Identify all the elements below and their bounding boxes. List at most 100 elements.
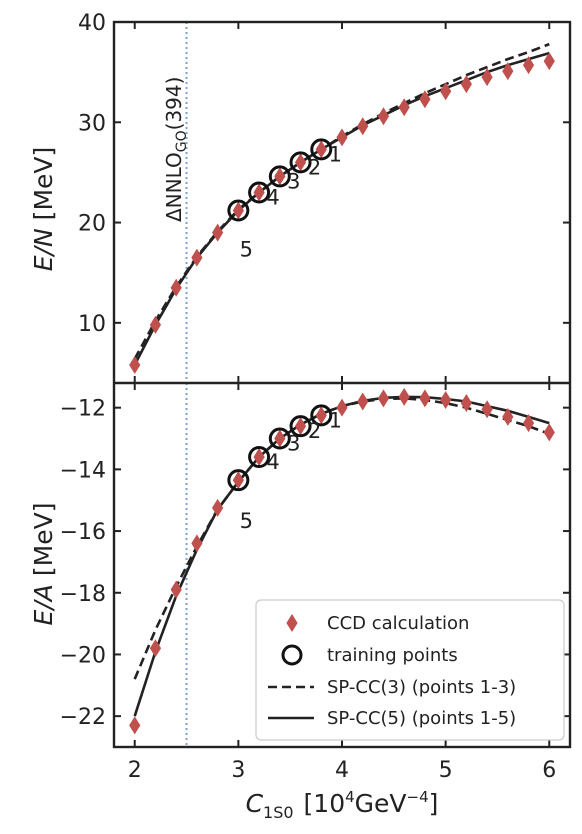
x-tick-label: 6 [542,758,556,783]
vline-label-main: ΔNNLO [162,152,186,222]
training-point-label: 1 [329,408,342,432]
ccd-point [170,580,182,599]
legend-training-label: training points [327,645,458,666]
bottom-y-tick-label: −22 [60,705,106,730]
training-point [289,151,312,174]
top-y-title-var: E/N [29,228,58,271]
ccd-point [129,355,141,374]
bottom-y-tick-label: −16 [60,520,106,545]
ccd-point [502,407,514,426]
x-tick-label: 4 [335,758,349,783]
ccd-point [336,398,348,417]
training-point-label: 2 [308,419,321,443]
ccd-point [440,82,452,101]
top-y-title-unit: [MeV] [29,147,58,221]
x-title-sup2: −4 [407,788,429,806]
training-point [310,138,333,161]
vline-label-sub: GO [174,130,190,152]
x-title-unit-pre: [10 [304,789,346,818]
ccd-point [502,62,514,81]
x-title-unit-post: ] [429,789,439,818]
top-y-tick-label: 30 [78,111,106,136]
x-tick-label: 3 [231,758,245,783]
ccd-point [212,498,224,517]
ccd-point [315,140,327,159]
training-point [268,165,291,188]
ccd-point [460,75,472,94]
legend-ccd-label: CCD calculation [327,613,469,634]
ccd-point [543,52,555,71]
ccd-point [129,716,141,735]
ccd-point [170,278,182,297]
bottom-y-title-var: E/A [29,584,58,625]
ccd-point [191,248,203,267]
legend-training-marker [281,644,303,666]
ccd-point [398,98,410,117]
ccd-point [543,423,555,442]
x-title-var: C [246,789,264,818]
top-y-tick-label: 20 [78,212,106,237]
top-y-tick-label: 10 [78,312,106,337]
bottom-y-title-unit: [MeV] [29,503,58,577]
x-axis-title: C1S0 [104GeV−4] [246,788,439,822]
ccd-point [212,223,224,242]
training-point-label: 4 [266,185,279,209]
ccd-point [336,128,348,147]
ccd-point [377,389,390,408]
ccd-point [481,68,493,87]
training-point-label: 5 [240,238,253,262]
bottom-training-points [227,404,333,492]
top-ccd-points [129,52,555,374]
training-point-label: 2 [308,155,321,179]
top-y-ticks: 10 20 30 40 [78,11,570,337]
ccd-point [398,387,410,406]
bottom-ccd-points [129,387,555,735]
ccd-point [274,167,286,186]
top-training-points [227,138,333,222]
ccd-point [419,90,431,109]
top-sp5-curve [133,51,550,366]
ccd-point [460,394,472,413]
legend-ccd-marker [286,614,298,632]
ccd-point [357,117,369,136]
training-point-label: 3 [287,432,300,456]
ccd-point [253,448,265,467]
training-point-label: 5 [240,509,253,533]
ccd-point [149,639,162,658]
legend-sp3-label: SP-CC(3) (points 1-3) [327,677,516,698]
bottom-y-tick-label: −18 [60,582,106,607]
x-title-gev: GeV [355,789,407,818]
legend-sp5-label: SP-CC(5) (points 1-5) [327,708,516,729]
x-title-sub: 1S0 [263,803,294,822]
legend-box [255,599,565,741]
training-point [227,469,250,492]
legend: CCD calculation training points SP-CC(3)… [255,599,565,741]
training-point [248,181,271,204]
ccd-point [191,534,203,553]
ccd-point [440,390,452,409]
top-y-axis-title: E/N [MeV] [29,147,58,271]
ccd-point [377,107,390,126]
ccd-point [274,429,286,448]
ccd-point [481,400,493,419]
x-tick-label: 5 [439,758,453,783]
bottom-y-tick-label: −12 [60,397,106,422]
training-point [310,404,333,427]
ccd-point [419,389,431,408]
ccd-point [357,392,369,411]
training-point [248,446,271,469]
vline-label: ΔNNLOGO(394) [162,77,190,222]
training-point-label: 1 [329,142,342,166]
ccd-point [149,315,162,334]
bottom-y-axis-title: E/A [MeV] [29,503,58,626]
ccd-point [522,414,535,433]
ccd-point [294,417,307,436]
vline-label-post: (394) [162,77,186,131]
ccd-point [253,183,265,202]
ccd-point [294,153,307,172]
training-point-label: 3 [287,169,300,193]
